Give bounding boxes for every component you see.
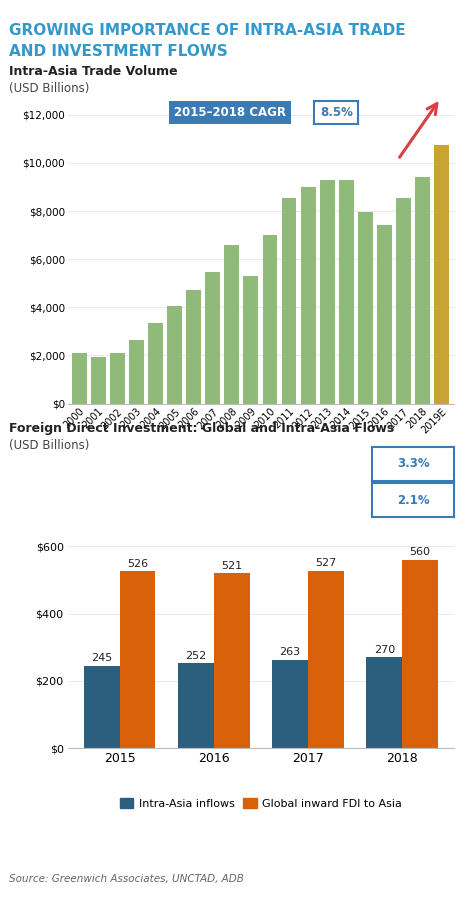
Text: 2015–2018 CAGR (Global to Asia): 2015–2018 CAGR (Global to Asia)	[105, 493, 324, 507]
Text: 270: 270	[373, 645, 395, 655]
Bar	[120, 571, 155, 748]
Bar	[148, 323, 163, 404]
Bar	[308, 571, 344, 748]
Text: 527: 527	[315, 559, 336, 569]
Text: (USD Billions): (USD Billions)	[9, 439, 90, 452]
Bar	[205, 272, 220, 404]
Bar	[396, 198, 411, 404]
Bar	[282, 198, 296, 404]
Text: 2015–2018 CAGR (Intra-Asia): 2015–2018 CAGR (Intra-Asia)	[118, 457, 311, 471]
Bar	[214, 573, 249, 748]
Text: 252: 252	[185, 651, 206, 661]
Bar	[272, 659, 308, 748]
Bar	[178, 663, 214, 748]
Bar	[415, 178, 430, 404]
Text: 8.5%: 8.5%	[320, 106, 352, 119]
Bar	[300, 187, 315, 404]
Bar	[129, 340, 144, 404]
Bar	[366, 658, 402, 748]
Text: 526: 526	[127, 559, 148, 569]
Bar	[224, 245, 239, 404]
Bar	[358, 212, 373, 404]
Text: 560: 560	[410, 547, 431, 558]
Bar	[84, 666, 120, 748]
Bar	[186, 290, 201, 404]
Text: 2015–2018 CAGR: 2015–2018 CAGR	[174, 106, 286, 119]
Bar	[434, 145, 449, 404]
Bar	[167, 307, 182, 404]
Bar	[320, 180, 335, 404]
Bar	[243, 276, 258, 404]
Bar	[339, 180, 354, 404]
Text: 2.1%: 2.1%	[397, 493, 429, 507]
Text: 263: 263	[279, 648, 300, 658]
Text: 245: 245	[91, 653, 112, 663]
Bar	[72, 353, 87, 404]
Text: (USD Billions): (USD Billions)	[9, 82, 90, 94]
Bar	[110, 353, 125, 404]
Bar	[402, 560, 438, 748]
Text: 3.3%: 3.3%	[397, 457, 429, 471]
Text: Source: Greenwich Associates, UNCTAD, ADB: Source: Greenwich Associates, UNCTAD, AD…	[9, 874, 244, 884]
Bar	[377, 226, 392, 404]
Legend: Intra-Asia inflows, Global inward FDI to Asia: Intra-Asia inflows, Global inward FDI to…	[115, 794, 407, 814]
Text: GROWING IMPORTANCE OF INTRA-ASIA TRADE: GROWING IMPORTANCE OF INTRA-ASIA TRADE	[9, 23, 406, 38]
Bar	[91, 356, 106, 404]
Text: 521: 521	[221, 561, 242, 571]
Text: Intra-Asia Trade Volume: Intra-Asia Trade Volume	[9, 65, 178, 78]
Text: Foreign Direct Investment: Global and Intra-Asia Flows: Foreign Direct Investment: Global and In…	[9, 422, 395, 434]
Bar	[263, 235, 278, 404]
Text: AND INVESTMENT FLOWS: AND INVESTMENT FLOWS	[9, 44, 228, 59]
